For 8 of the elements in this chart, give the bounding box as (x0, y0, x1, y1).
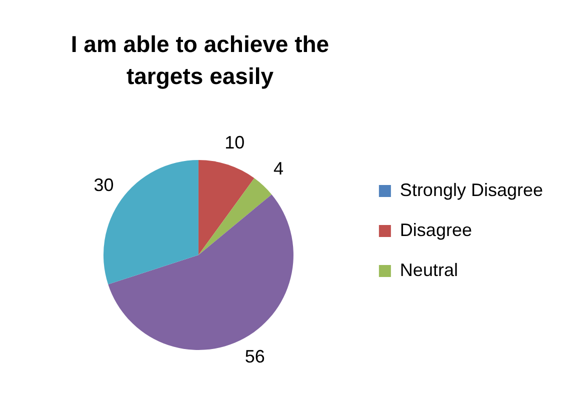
data-label: 56 (244, 346, 265, 366)
legend-label: Strongly Disagree (400, 180, 544, 200)
data-label: 4 (274, 158, 284, 179)
legend-label: Neutral (400, 260, 458, 280)
data-label: 10 (224, 132, 245, 153)
legend-label: Disagree (400, 220, 472, 240)
chart-title: I am able to achieve the targets easily (70, 30, 330, 91)
data-label: 30 (94, 175, 114, 196)
